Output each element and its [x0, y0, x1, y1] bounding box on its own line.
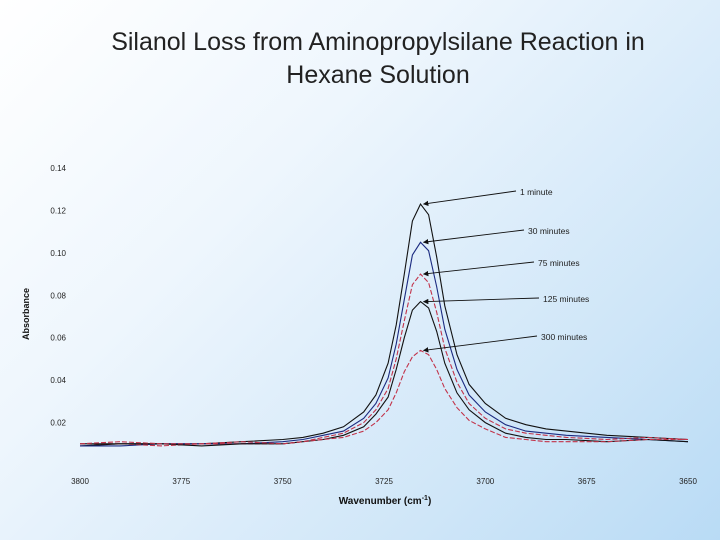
series-line-3 — [80, 300, 689, 447]
annotation-arrow-4 — [422, 335, 538, 353]
annotation-label-0: 1 minute — [520, 187, 553, 197]
x-axis-label: Wavenumber (cm-1) — [339, 495, 432, 507]
x-axis-label-superscript: -1 — [422, 495, 428, 502]
x-axis-label-main: Wavenumber (cm — [339, 496, 422, 507]
y-tick-labels: 0.14 0.12 0.10 0.08 0.06 0.04 0.02 — [50, 164, 66, 428]
title-line-2: Hexane Solution — [286, 61, 470, 89]
x-tick-label-3: 3725 — [375, 477, 393, 486]
y-tick-label-6: 0.02 — [50, 419, 66, 428]
annotation-arrow-1 — [422, 229, 525, 245]
annotation-arrow-0 — [422, 190, 517, 207]
annotation-label-3: 125 minutes — [543, 294, 589, 304]
y-tick-label-1: 0.12 — [50, 206, 66, 215]
x-tick-label-0: 3800 — [71, 477, 89, 486]
y-tick-label-5: 0.04 — [50, 376, 66, 385]
y-tick-label-0: 0.14 — [50, 164, 66, 173]
y-tick-label-2: 0.10 — [50, 249, 66, 258]
x-tick-label-4: 3700 — [476, 477, 494, 486]
x-tick-label-6: 3650 — [679, 477, 697, 486]
x-tick-labels: 3800 3775 3750 3725 3700 3675 3650 — [71, 477, 697, 486]
annotation-label-1: 30 minutes — [528, 226, 570, 236]
x-tick-label-5: 3675 — [578, 477, 596, 486]
slide-title: Silanol Loss from Aminopropylsilane Reac… — [40, 26, 716, 92]
title-line-1: Silanol Loss from Aminopropylsilane Reac… — [111, 28, 645, 56]
series-line-1 — [80, 241, 689, 447]
y-tick-label-3: 0.08 — [50, 291, 66, 300]
y-tick-label-4: 0.06 — [50, 334, 66, 343]
series-annotations: 1 minute 30 minutes 75 minutes 125 minutes 3… — [422, 187, 589, 353]
annotation-label-4: 300 minutes — [541, 332, 587, 342]
annotation-arrow-2 — [422, 261, 535, 277]
annotation-arrow-3 — [422, 297, 540, 305]
x-axis-label-close: ) — [428, 496, 431, 507]
series-line-0 — [79, 203, 689, 447]
y-axis-label: Absorbance — [21, 288, 31, 340]
series-lines — [79, 203, 689, 447]
annotation-label-2: 75 minutes — [538, 258, 580, 268]
x-tick-label-2: 3750 — [274, 477, 292, 486]
x-tick-label-1: 3775 — [172, 477, 190, 486]
series-line-2 — [80, 273, 689, 447]
series-line-4 — [79, 349, 688, 445]
